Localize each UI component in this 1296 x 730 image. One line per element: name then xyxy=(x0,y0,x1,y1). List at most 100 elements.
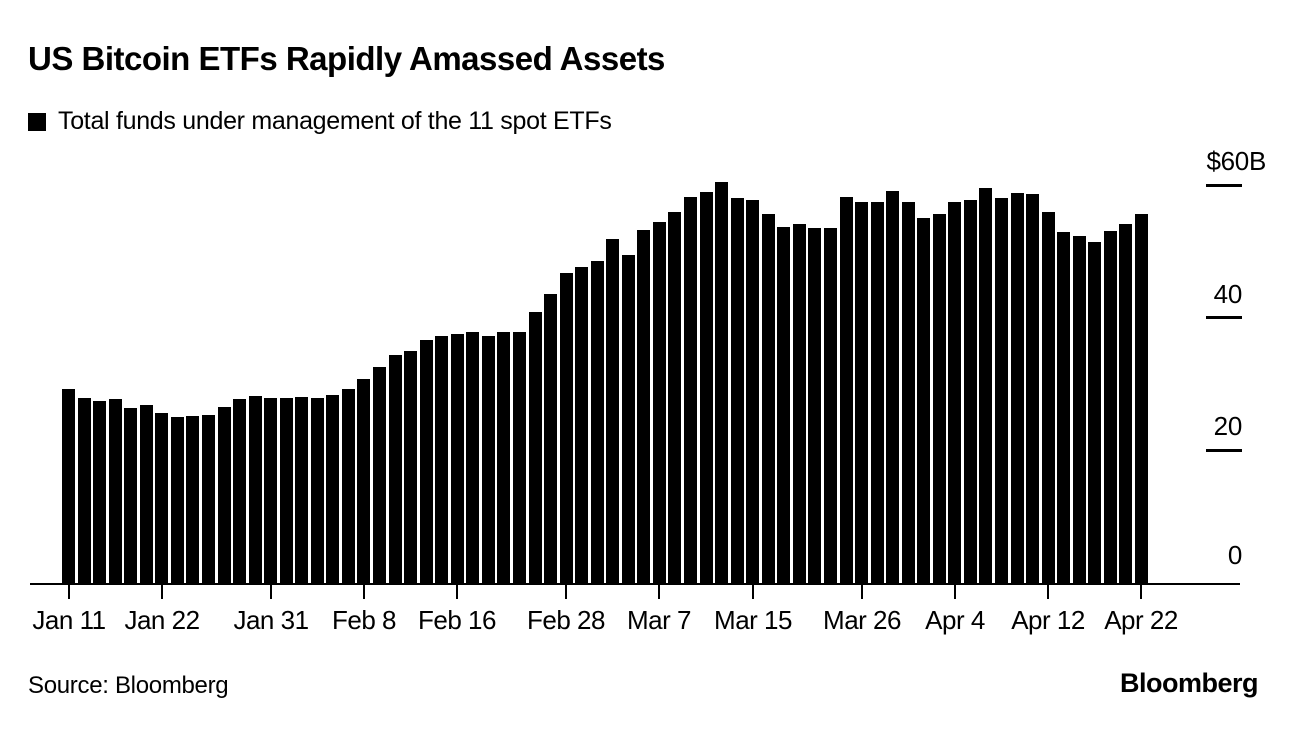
bar xyxy=(637,230,650,583)
bar xyxy=(762,214,775,583)
bar xyxy=(808,228,821,583)
bar xyxy=(529,312,542,583)
bar xyxy=(668,212,681,583)
bloomberg-logo: Bloomberg xyxy=(1119,668,1259,698)
bar xyxy=(917,218,930,583)
bar xyxy=(793,224,806,583)
bar xyxy=(373,367,386,583)
x-axis-tick xyxy=(1047,585,1049,599)
bar xyxy=(513,332,526,583)
x-axis-tick xyxy=(270,585,272,599)
bar xyxy=(1135,214,1148,583)
x-axis-label: Mar 15 xyxy=(714,605,792,635)
x-axis-tick xyxy=(954,585,956,599)
bar xyxy=(124,408,137,583)
bar xyxy=(777,227,790,583)
bar xyxy=(264,398,277,583)
bar xyxy=(295,397,308,583)
bar xyxy=(233,399,246,583)
bar xyxy=(404,351,417,583)
bar xyxy=(606,239,619,583)
bar xyxy=(964,200,977,583)
bar xyxy=(420,340,433,583)
bar xyxy=(855,202,868,583)
bar xyxy=(746,200,759,583)
bar xyxy=(560,273,573,583)
bar xyxy=(948,202,961,583)
x-axis-tick xyxy=(565,585,567,599)
bar xyxy=(497,332,510,583)
bar xyxy=(482,336,495,583)
page-title: US Bitcoin ETFs Rapidly Amassed Assets xyxy=(28,40,665,77)
bar xyxy=(902,202,915,583)
x-axis-tick xyxy=(456,585,458,599)
x-axis-tick xyxy=(752,585,754,599)
bar xyxy=(466,332,479,583)
bar xyxy=(995,198,1008,583)
bar xyxy=(78,398,91,583)
x-axis-label: Mar 7 xyxy=(627,605,691,635)
bar xyxy=(140,405,153,583)
y-axis-label: 0 xyxy=(1227,540,1242,570)
bar xyxy=(684,197,697,583)
bar xyxy=(871,202,884,583)
x-axis-tick xyxy=(68,585,70,599)
bar xyxy=(700,192,713,583)
bar xyxy=(575,267,588,583)
bar xyxy=(1011,193,1024,583)
x-axis-tick xyxy=(363,585,365,599)
y-axis-label: 40 xyxy=(1213,279,1243,309)
bar xyxy=(886,191,899,583)
bar xyxy=(1073,236,1086,583)
x-axis-label: Jan 11 xyxy=(32,605,106,635)
legend-label: Total funds under management of the 11 s… xyxy=(58,107,612,135)
bar xyxy=(389,355,402,583)
bar xyxy=(155,413,168,583)
y-axis-label: $60B xyxy=(1206,146,1266,176)
bar xyxy=(1104,231,1117,583)
legend: Total funds under management of the 11 s… xyxy=(28,107,612,136)
bar xyxy=(357,379,370,583)
x-axis-label: Jan 22 xyxy=(124,605,200,635)
bar xyxy=(311,398,324,583)
bar xyxy=(1119,224,1132,583)
source-note: Source: Bloomberg xyxy=(28,672,229,699)
bar xyxy=(1057,232,1070,583)
bar xyxy=(824,228,837,583)
bar xyxy=(731,198,744,583)
x-axis-label: Jan 31 xyxy=(233,605,309,635)
bar xyxy=(622,255,635,583)
x-axis-tick xyxy=(658,585,660,599)
x-axis-label: Apr 4 xyxy=(925,605,985,635)
y-axis-tick xyxy=(1206,184,1242,187)
bar xyxy=(93,401,106,583)
x-axis-label: Apr 22 xyxy=(1104,605,1178,635)
x-axis-tick xyxy=(161,585,163,599)
bar xyxy=(933,214,946,583)
bar xyxy=(591,261,604,583)
bar xyxy=(840,197,853,583)
x-axis-label: Feb 16 xyxy=(418,605,496,635)
bar xyxy=(249,396,262,583)
bar xyxy=(715,182,728,583)
bar xyxy=(342,389,355,583)
bar xyxy=(435,336,448,583)
x-axis-tick xyxy=(861,585,863,599)
bar xyxy=(1088,242,1101,583)
bar xyxy=(653,222,666,583)
bar xyxy=(451,334,464,583)
bar xyxy=(1042,212,1055,583)
x-axis-label: Feb 28 xyxy=(527,605,605,635)
bar xyxy=(171,417,184,583)
x-axis-baseline xyxy=(30,583,1240,585)
x-axis-tick xyxy=(1140,585,1142,599)
bar xyxy=(218,407,231,583)
x-axis-label: Mar 26 xyxy=(823,605,901,635)
bar xyxy=(202,415,215,583)
bar xyxy=(326,395,339,583)
y-axis-tick xyxy=(1206,449,1242,452)
bar xyxy=(979,188,992,583)
x-axis-label: Apr 12 xyxy=(1011,605,1085,635)
